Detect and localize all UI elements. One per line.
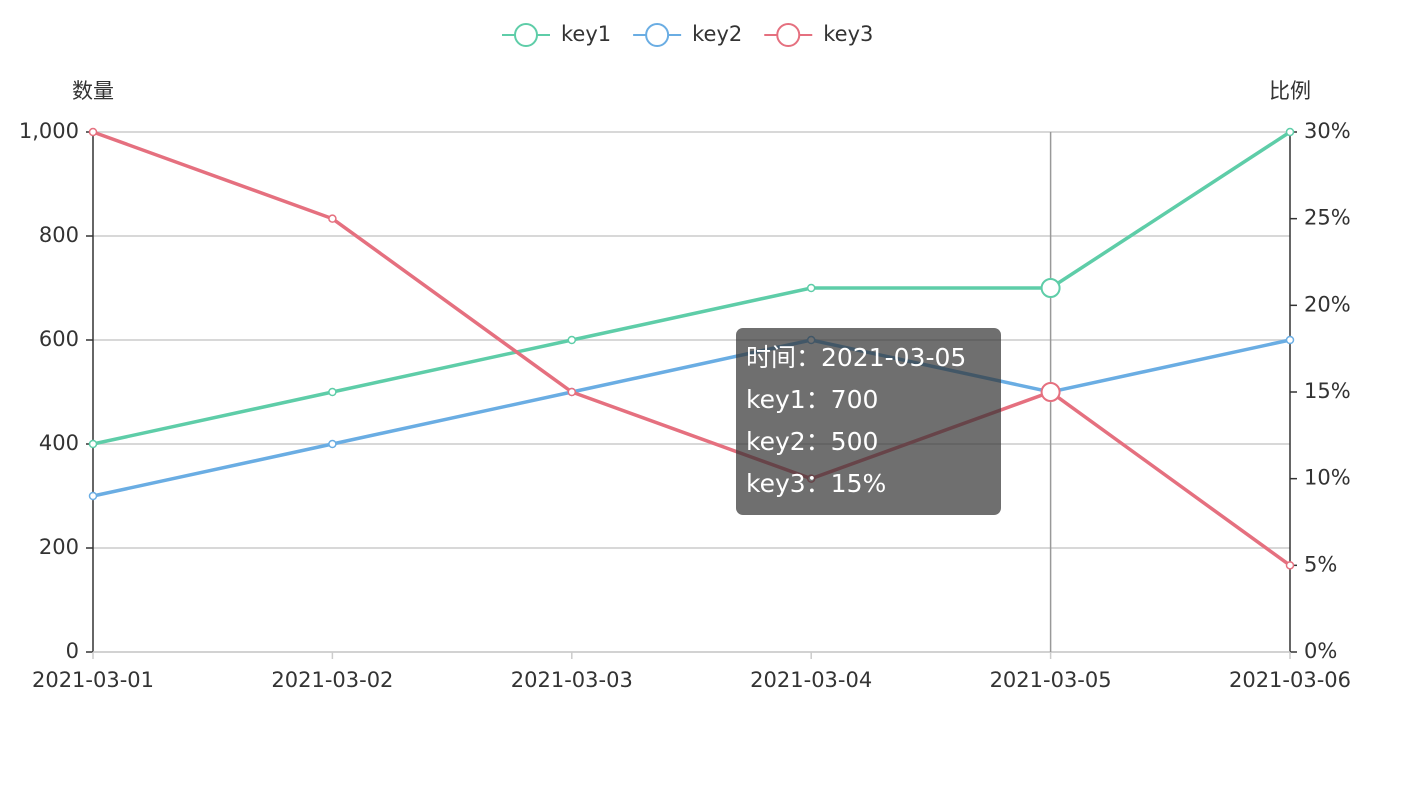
data-point (1285, 561, 1295, 570)
data-point (567, 335, 577, 345)
y2-tick-label: 25% (1304, 206, 1351, 230)
y-tick-label: 800 (39, 223, 79, 247)
data-point (1285, 127, 1295, 137)
x-tick-label: 2021-03-04 (750, 668, 872, 692)
y2-tick-label: 0% (1304, 639, 1337, 663)
y2-axis-title: 比例 (1269, 79, 1311, 103)
x-tick-label: 2021-03-01 (32, 668, 154, 692)
legend: key1 key2 key3 (502, 22, 873, 47)
legend-label: key2 (692, 22, 742, 46)
legend-symbol (776, 23, 801, 47)
legend-symbol (514, 23, 538, 47)
x-tick-label: 2021-03-03 (511, 668, 633, 692)
y2-tick-label: 10% (1304, 466, 1351, 490)
series-line (92, 338, 1291, 498)
x-tick-label: 2021-03-06 (1229, 668, 1351, 692)
y2-tick-label: 15% (1304, 379, 1351, 403)
tooltip: 时间：2021-03-05 key1：700 key2：500 key3：15% (736, 328, 1001, 515)
data-point (1285, 335, 1295, 345)
tooltip-line: key3：15% (746, 469, 886, 498)
tooltip-box (736, 328, 1001, 515)
data-point (1040, 382, 1061, 402)
data-point (328, 214, 337, 223)
legend-label: key1 (561, 22, 611, 46)
y-axis-title: 数量 (72, 79, 114, 103)
series-line (92, 130, 1291, 446)
y-tick-label: 1,000 (19, 119, 79, 143)
y2-tick-label: 20% (1304, 292, 1351, 316)
data-point (328, 387, 337, 397)
data-point (88, 491, 98, 501)
data-point (88, 127, 98, 137)
y-tick-label: 400 (39, 431, 79, 455)
y-tick-label: 200 (39, 535, 79, 559)
x-tick-label: 2021-03-05 (990, 668, 1112, 692)
tooltip-line: 时间：2021-03-05 (746, 343, 966, 372)
legend-symbol (645, 23, 670, 47)
data-point (1040, 278, 1061, 298)
y-tick-label: 600 (39, 327, 79, 351)
data-point (567, 387, 577, 397)
data-point (328, 439, 337, 449)
y2-tick-label: 30% (1304, 119, 1351, 143)
data-point (88, 439, 98, 449)
y-tick-label: 0 (66, 639, 79, 663)
legend-label: key3 (823, 22, 873, 46)
data-point (806, 283, 816, 293)
y2-tick-label: 5% (1304, 552, 1337, 576)
series-line (92, 130, 1292, 567)
tooltip-line: key1：700 (746, 385, 878, 414)
tooltip-line: key2：500 (746, 427, 878, 456)
x-tick-label: 2021-03-02 (271, 668, 393, 692)
